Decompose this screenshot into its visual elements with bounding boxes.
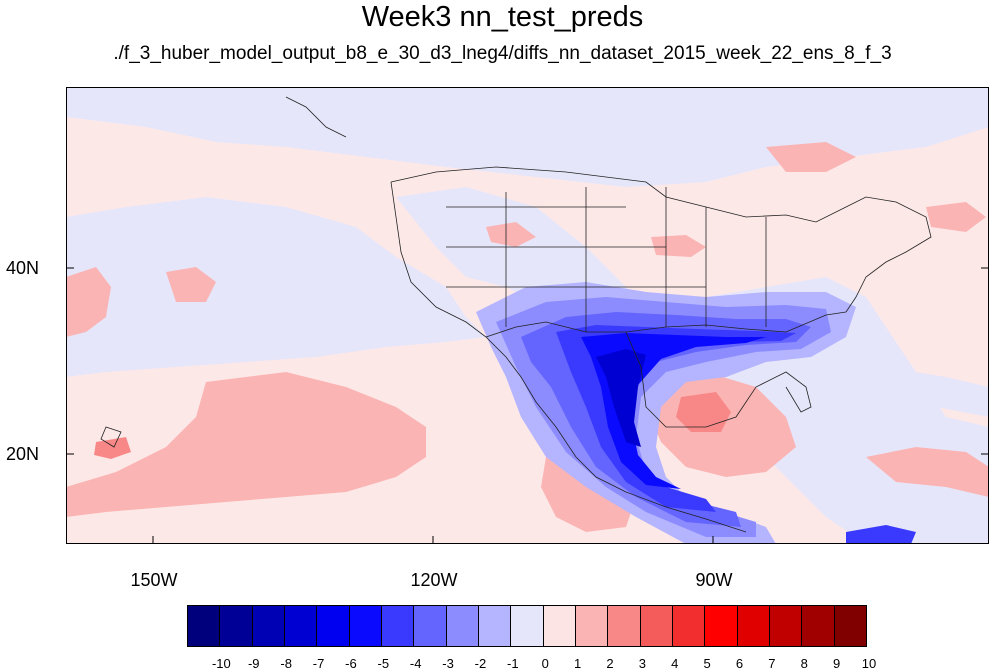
colorbar-box bbox=[802, 606, 835, 646]
colorbar-box bbox=[737, 606, 770, 646]
colorbar-label: 5 bbox=[703, 656, 711, 671]
colorbar-label: -10 bbox=[211, 656, 231, 671]
colorbar-box bbox=[640, 606, 673, 646]
colorbar-box bbox=[381, 606, 415, 646]
colorbar-box bbox=[252, 606, 285, 646]
colorbar-label: -6 bbox=[345, 656, 357, 671]
colorbar-label: -1 bbox=[507, 656, 519, 671]
plot-subtitle: ./f_3_huber_model_output_b8_e_30_d3_lneg… bbox=[113, 43, 892, 64]
colorbar-box bbox=[608, 606, 641, 646]
colorbar-label: 3 bbox=[638, 656, 646, 671]
colorbar-box bbox=[284, 606, 318, 646]
colorbar-labels: -10 -9 -8 -7 -6 -5 -4 -3 -2 -1 0 1 2 3 4 5 6 7 8 9 10 bbox=[0, 656, 1005, 672]
colorbar-label: -8 bbox=[280, 656, 292, 671]
colorbar-box bbox=[511, 606, 544, 646]
colorbar-box bbox=[834, 606, 866, 646]
colorbar-box bbox=[349, 606, 382, 646]
colorbar-label: 4 bbox=[671, 656, 679, 671]
plot-title: Week3 nn_test_preds bbox=[361, 1, 644, 33]
axis-ticks bbox=[66, 267, 989, 544]
colorbar-box bbox=[478, 606, 512, 646]
colorbar-box bbox=[220, 606, 253, 646]
colorbar-label: 6 bbox=[735, 656, 744, 671]
colorbar bbox=[187, 605, 867, 647]
colorbar-box bbox=[317, 606, 350, 646]
colorbar-label: -2 bbox=[474, 656, 487, 671]
contour-map bbox=[66, 87, 989, 544]
red-regions bbox=[94, 392, 731, 459]
colorbar-box bbox=[188, 606, 221, 646]
colorbar-label: -7 bbox=[312, 656, 325, 671]
colorbar-box bbox=[575, 606, 609, 646]
boundary-lines bbox=[100, 96, 932, 533]
colorbar-box bbox=[543, 606, 576, 646]
colorbar-label: 2 bbox=[606, 656, 614, 671]
colorbar-box bbox=[414, 606, 447, 646]
longitude-label-90w: 90W bbox=[695, 570, 733, 590]
colorbar-label: 8 bbox=[800, 656, 808, 671]
colorbar-box bbox=[672, 606, 706, 646]
colorbar-label: -9 bbox=[247, 656, 260, 671]
colorbar-box bbox=[705, 606, 738, 646]
colorbar-label: 9 bbox=[832, 656, 841, 671]
colorbar-label: 10 bbox=[861, 656, 877, 671]
latitude-label-20n: 20N bbox=[5, 444, 39, 464]
negative-anomaly-field bbox=[476, 282, 856, 544]
colorbar-label: -3 bbox=[442, 656, 454, 671]
colorbar-label: 1 bbox=[573, 656, 582, 671]
longitude-label-150w: 150W bbox=[130, 570, 178, 590]
south-blue-blob bbox=[846, 525, 916, 544]
colorbar-box bbox=[446, 606, 479, 646]
colorbar-label: -4 bbox=[409, 656, 422, 671]
map-panel bbox=[66, 87, 989, 544]
latitude-label-40n: 40N bbox=[5, 258, 39, 278]
colorbar-label: 7 bbox=[768, 656, 776, 671]
colorbar-label: 0 bbox=[541, 656, 549, 671]
longitude-label-120w: 120W bbox=[410, 570, 458, 590]
colorbar-box bbox=[769, 606, 803, 646]
colorbar-label: -5 bbox=[377, 656, 390, 671]
